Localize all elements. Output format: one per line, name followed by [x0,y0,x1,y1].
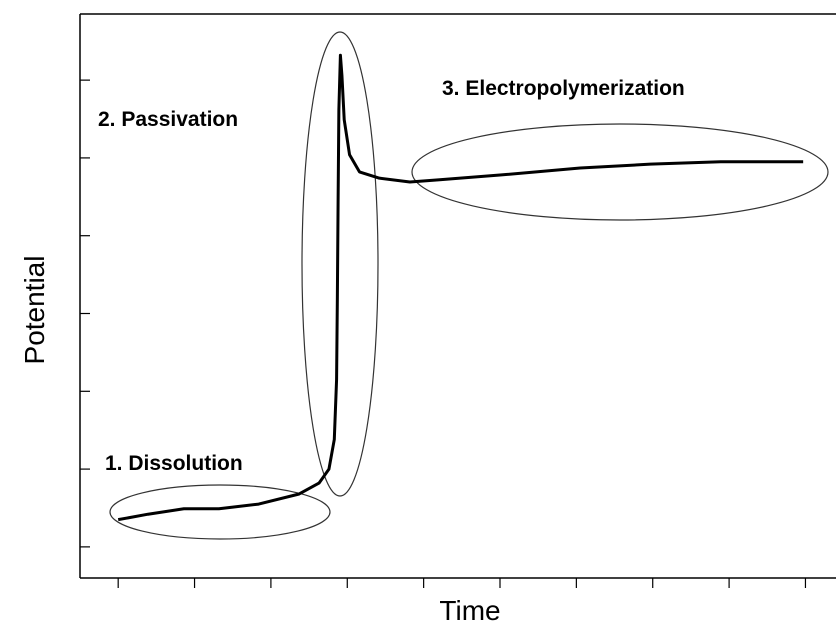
annotation: 2. Passivation [98,108,238,131]
y-axis-label: Potential [19,256,50,365]
annotation: 1. Dissolution [105,452,243,475]
data-line [117,53,804,522]
annotation: 3. Electropolymerization [442,77,685,100]
x-axis-label: Time [439,595,500,626]
region-ellipse [301,31,379,497]
region-ellipse [411,123,829,221]
region-ellipse [109,484,331,540]
